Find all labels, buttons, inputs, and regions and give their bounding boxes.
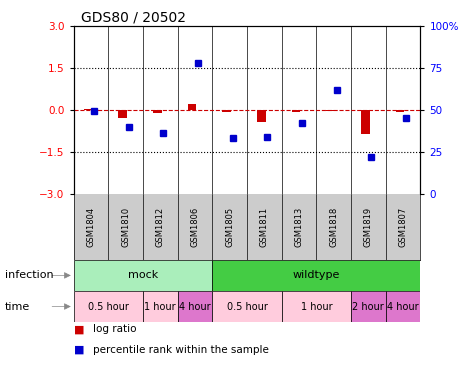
Text: 1 hour: 1 hour — [144, 302, 176, 311]
Text: ■: ■ — [74, 324, 84, 335]
Bar — [74, 260, 212, 291]
Bar — [386, 291, 420, 322]
Text: 4 hour: 4 hour — [179, 302, 211, 311]
Bar — [212, 291, 282, 322]
Bar — [212, 260, 420, 291]
Text: GSM1813: GSM1813 — [294, 207, 304, 247]
Text: log ratio: log ratio — [93, 324, 136, 335]
Text: GSM1818: GSM1818 — [329, 207, 338, 247]
Text: ■: ■ — [74, 344, 84, 355]
Text: GSM1812: GSM1812 — [156, 207, 165, 247]
Text: 1 hour: 1 hour — [301, 302, 332, 311]
Text: wildtype: wildtype — [293, 270, 340, 280]
Bar — [118, 110, 127, 117]
Text: mock: mock — [128, 270, 158, 280]
Bar — [84, 109, 92, 110]
Bar — [153, 110, 162, 113]
Bar — [188, 104, 196, 110]
Text: GSM1807: GSM1807 — [399, 207, 408, 247]
Bar — [282, 291, 351, 322]
Text: GSM1819: GSM1819 — [364, 207, 373, 247]
Bar — [292, 110, 300, 112]
Text: GSM1806: GSM1806 — [190, 207, 200, 247]
Text: percentile rank within the sample: percentile rank within the sample — [93, 344, 268, 355]
Text: 0.5 hour: 0.5 hour — [88, 302, 129, 311]
Bar — [396, 110, 404, 112]
Text: 0.5 hour: 0.5 hour — [227, 302, 267, 311]
Text: 2 hour: 2 hour — [352, 302, 384, 311]
Bar — [326, 110, 335, 111]
Bar — [74, 291, 143, 322]
Bar — [143, 291, 178, 322]
Text: GSM1811: GSM1811 — [260, 207, 269, 247]
Bar — [178, 291, 212, 322]
Bar — [361, 110, 370, 134]
Bar — [351, 291, 386, 322]
Bar — [257, 110, 266, 122]
Bar — [222, 110, 231, 112]
Text: time: time — [5, 302, 30, 311]
Text: GSM1804: GSM1804 — [86, 207, 95, 247]
Text: infection: infection — [5, 270, 53, 280]
Text: GSM1805: GSM1805 — [225, 207, 234, 247]
Text: GSM1810: GSM1810 — [121, 207, 130, 247]
Text: GDS80 / 20502: GDS80 / 20502 — [81, 11, 186, 25]
Text: 4 hour: 4 hour — [387, 302, 419, 311]
